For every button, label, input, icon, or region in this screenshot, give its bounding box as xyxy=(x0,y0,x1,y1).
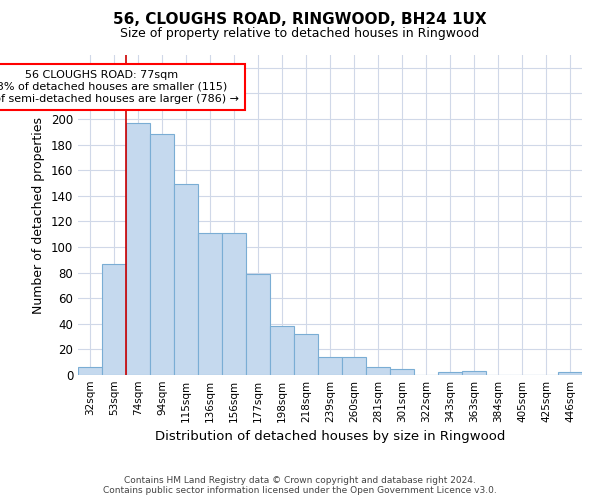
Bar xyxy=(78,368,102,375)
Text: 56, CLOUGHS ROAD, RINGWOOD, BH24 1UX: 56, CLOUGHS ROAD, RINGWOOD, BH24 1UX xyxy=(113,12,487,28)
Text: Contains HM Land Registry data © Crown copyright and database right 2024.
Contai: Contains HM Land Registry data © Crown c… xyxy=(103,476,497,495)
Text: 56 CLOUGHS ROAD: 77sqm
← 13% of detached houses are smaller (115)
86% of semi-de: 56 CLOUGHS ROAD: 77sqm ← 13% of detached… xyxy=(0,70,239,104)
Bar xyxy=(294,334,318,375)
Bar xyxy=(222,233,246,375)
X-axis label: Distribution of detached houses by size in Ringwood: Distribution of detached houses by size … xyxy=(155,430,505,444)
Bar xyxy=(438,372,462,375)
Bar xyxy=(198,233,222,375)
Y-axis label: Number of detached properties: Number of detached properties xyxy=(32,116,45,314)
Bar xyxy=(318,357,342,375)
Bar xyxy=(126,123,150,375)
Bar xyxy=(462,371,486,375)
Bar xyxy=(150,134,174,375)
Bar xyxy=(246,274,270,375)
Bar xyxy=(342,357,366,375)
Bar xyxy=(102,264,126,375)
Bar xyxy=(270,326,294,375)
Bar xyxy=(174,184,198,375)
Text: Size of property relative to detached houses in Ringwood: Size of property relative to detached ho… xyxy=(121,28,479,40)
Bar xyxy=(558,372,582,375)
Bar xyxy=(390,368,414,375)
Bar xyxy=(366,368,390,375)
